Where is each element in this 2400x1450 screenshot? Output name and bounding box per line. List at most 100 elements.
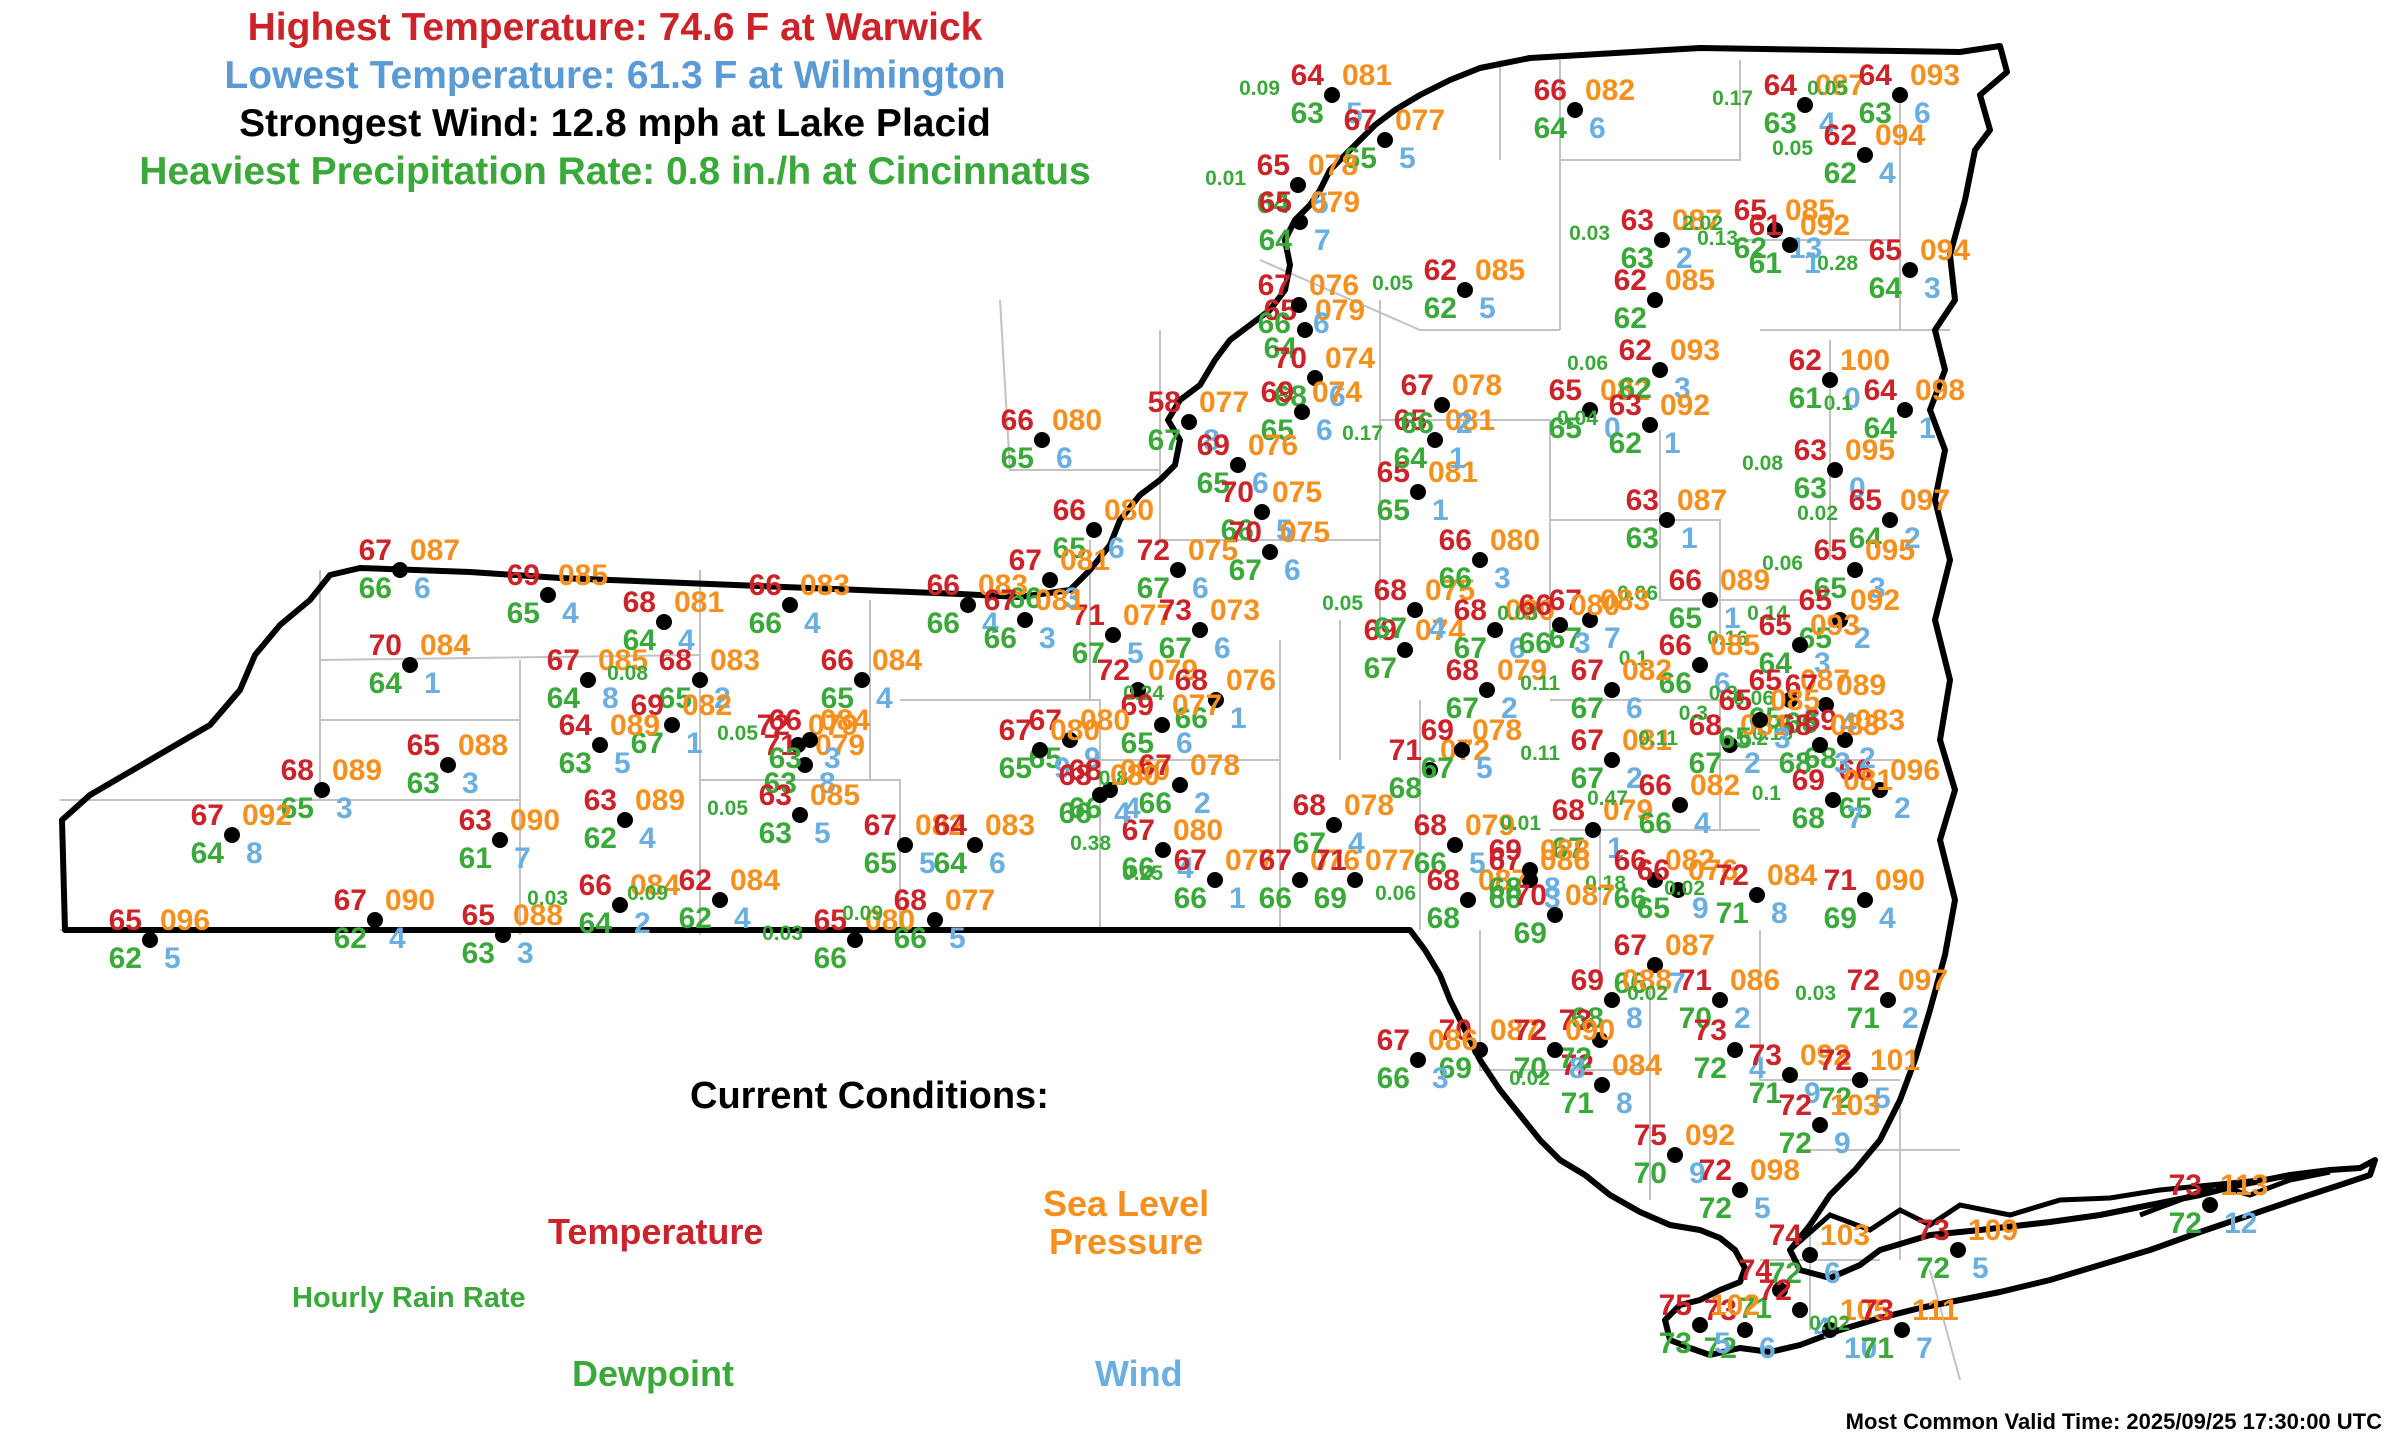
station-temperature: 67 (1173, 844, 1207, 877)
station-wind: 0 (1604, 412, 1621, 445)
station-dot-icon (402, 657, 418, 673)
station-wind: 1 (1449, 442, 1466, 475)
station-temperature: 71 (1313, 844, 1347, 877)
station-dot-icon (1522, 862, 1538, 878)
station-pressure: 079 (1148, 654, 1199, 687)
station-temperature: 66 (1638, 769, 1672, 802)
station-temperature: 67 (863, 809, 897, 842)
station-dot-icon (1230, 457, 1246, 473)
station-dewpoint: 67 (1147, 424, 1181, 457)
station-rain-rate: 0.13 (1752, 722, 1793, 745)
station-pressure: 079 (1310, 186, 1361, 219)
station-rain-rate: 0.08 (607, 662, 648, 685)
station-dewpoint: 72 (1698, 1192, 1732, 1225)
station-temperature: 73 (1703, 1294, 1737, 1327)
station-wind: 8 (246, 837, 263, 870)
station-dewpoint: 65 (1376, 494, 1410, 527)
station-dot-icon (1472, 1042, 1488, 1058)
highest-temperature-line: Highest Temperature: 74.6 F at Warwick (247, 6, 983, 49)
station-dewpoint: 64 (546, 682, 580, 715)
station-pressure: 089 (332, 754, 383, 787)
station-rain-rate: 0.02 (1509, 1067, 1550, 1090)
station-pressure: 081 (674, 586, 725, 619)
station-dot-icon (847, 932, 863, 948)
station-wind: 1 (1724, 602, 1741, 635)
station-pressure: 075 (1425, 574, 1476, 607)
station-pressure: 084 (420, 629, 471, 662)
station-dot-icon (1604, 992, 1620, 1008)
station-dot-icon (1882, 512, 1898, 528)
station-temperature: 68 (658, 644, 692, 677)
station-dewpoint: 66 (1613, 882, 1647, 915)
station-rain-rate: 0.47 (1587, 787, 1628, 810)
station-dot-icon (712, 892, 728, 908)
station-dewpoint: 67 (1071, 637, 1105, 670)
station-temperature: 69 (1363, 614, 1397, 647)
station-dot-icon (1894, 1322, 1910, 1338)
station-rain-rate: 0.24 (1123, 682, 1164, 705)
station-wind: 6 (1824, 1257, 1841, 1290)
long-island-shoreline (1788, 1169, 2331, 1252)
county-boundaries (60, 60, 1961, 1381)
station-temperature: 72 (1136, 534, 1170, 567)
station-wind: 4 (876, 682, 893, 715)
station-dewpoint: 64 (578, 907, 612, 940)
station-wind: 2 (1904, 522, 1921, 555)
station-pressure: 077 (945, 884, 996, 917)
station-dot-icon (960, 597, 976, 613)
station-temperature: 66 (1658, 629, 1692, 662)
station-dewpoint: 66 (1438, 562, 1472, 595)
station-dot-icon (1812, 737, 1828, 753)
station-pressure: 083 (800, 569, 851, 602)
station-wind: 4 (1114, 797, 1131, 830)
station-temperature: 73 (1860, 1294, 1894, 1327)
station-dewpoint: 63 (758, 817, 792, 850)
station-rain-rate: 0.13 (1697, 227, 1738, 250)
station-temperature: 67 (1028, 704, 1062, 737)
station-wind: 6 (1108, 532, 1125, 565)
station-rain-rate: 0.03 (527, 887, 568, 910)
station-dewpoint: 66 (1220, 514, 1254, 547)
station-dewpoint: 67 (1551, 832, 1585, 865)
station-pressure: 081 (1843, 764, 1894, 797)
station-dewpoint: 62 (1608, 427, 1642, 460)
station-pressure: 086 (1730, 964, 1781, 997)
station-dot-icon (2202, 1197, 2218, 1213)
station-wind: 5 (1972, 1252, 1989, 1285)
station-dewpoint: 66 (1058, 797, 1092, 830)
station-pressure: 085 (558, 559, 609, 592)
station-pressure: 085 (1665, 264, 1716, 297)
station-temperature: 74 (1768, 1219, 1802, 1252)
station-pressure: 081 (1428, 456, 1479, 489)
legend-title: Current Conditions: (690, 1075, 1049, 1117)
station-dewpoint: 66 (1121, 852, 1155, 885)
station-wind: 8 (1616, 1087, 1633, 1120)
station-temperature: 69 (1803, 704, 1837, 737)
station-rain-rate: 0.02 (1664, 877, 1705, 900)
station-dot-icon (1262, 544, 1278, 560)
station-pressure: 089 (1836, 669, 1887, 702)
station-dewpoint: 66 (1658, 667, 1692, 700)
station-dot-icon (1324, 87, 1340, 103)
station-dot-icon (617, 812, 633, 828)
station-pressure: 085 (1785, 194, 1836, 227)
station-dewpoint: 66 (1488, 882, 1522, 915)
station-dot-icon (1297, 322, 1313, 338)
station-temperature: 67 (1400, 369, 1434, 402)
station-dewpoint: 61 (1788, 382, 1822, 415)
station-dot-icon (1782, 692, 1798, 708)
station-wind: 4 (1879, 902, 1896, 935)
station-rain-rate: 0.05 (717, 722, 758, 745)
station-dewpoint: 64 (1533, 112, 1567, 145)
station-pressure: 080 (1173, 814, 1224, 847)
station-temperature: 63 (1625, 484, 1659, 517)
station-wind: 6 (1056, 442, 1073, 475)
station-wind: 4 (982, 607, 999, 640)
station-temperature: 66 (1533, 74, 1567, 107)
station-dewpoint: 65 (1000, 442, 1034, 475)
station-dot-icon (1772, 1282, 1788, 1298)
station-rain-rate: 0.03 (1795, 982, 1836, 1005)
station-pressure: 082 (1622, 654, 1673, 687)
station-temperature: 69 (1260, 376, 1294, 409)
station-pressure: 092 (1660, 389, 1711, 422)
